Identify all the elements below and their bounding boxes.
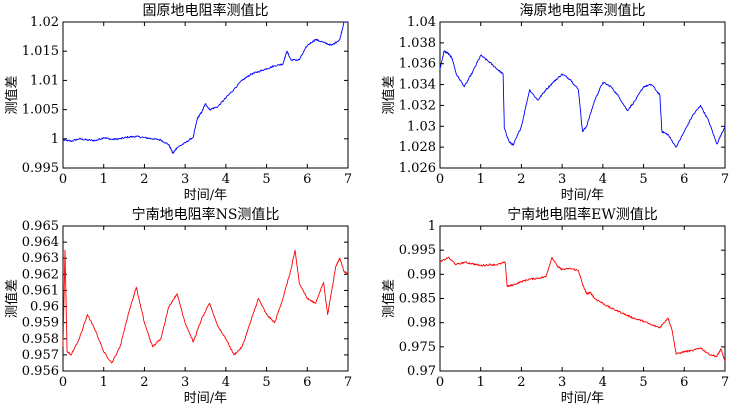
- x-tick-label: 0: [59, 375, 67, 390]
- x-tick-label: 6: [303, 375, 311, 390]
- chart-panel-4: 宁南地电阻率EW测值比 0 1 2 3 4 5 6 7 0.97 0.975 0.98 0.985 0.9…: [381, 206, 729, 406]
- y-tick-label: 1: [51, 132, 59, 147]
- y-axis-label: 测值差: [4, 279, 20, 318]
- chart-panel-2: 海原地电阻率测值比 0 1 2 3 4 5 6 7 1.026 1.028 1.03 1.032 1.03…: [381, 2, 729, 203]
- x-tick-label: 5: [639, 375, 647, 390]
- chart-panel-1: 固原地电阻率测值比 0 1 2 3 4 5 6 7 0.995 1 1.005 1.01 1.015 1.0…: [4, 2, 352, 203]
- axes-box: [62, 225, 349, 372]
- x-tick-label: 7: [344, 172, 352, 187]
- x-tick-label: 2: [140, 172, 148, 187]
- y-tick-label: 1.01: [30, 73, 59, 88]
- series-line: [62, 21, 349, 154]
- x-tick-label: 1: [100, 375, 108, 390]
- chart-title: 宁南地电阻率EW测值比: [507, 206, 658, 223]
- chart-title: 固原地电阻率测值比: [143, 2, 269, 19]
- series-line: [439, 256, 726, 362]
- x-tick-label: 7: [721, 172, 729, 187]
- y-axis-label: 测值差: [381, 279, 397, 318]
- x-tick-label: 6: [680, 375, 688, 390]
- y-tick-label: 1.03: [407, 119, 436, 134]
- series-line: [439, 50, 726, 148]
- x-tick-label: 0: [59, 172, 67, 187]
- y-tick-label: 1.036: [399, 57, 436, 72]
- y-tick-label: 0.965: [22, 219, 59, 234]
- axes-box: [439, 21, 726, 169]
- x-axis-label: 时间/年: [561, 188, 604, 203]
- y-tick-label: 0.995: [22, 161, 59, 176]
- x-tick-label: 5: [262, 172, 270, 187]
- x-tick-label: 2: [517, 172, 525, 187]
- axes-box: [62, 21, 349, 169]
- y-tick-label: 1.02: [30, 15, 59, 30]
- x-tick-label: 0: [436, 375, 444, 390]
- x-tick-label: 2: [140, 375, 148, 390]
- y-tick-label: 0.96: [30, 300, 59, 315]
- x-axis-label: 时间/年: [561, 391, 604, 406]
- y-tick-label: 0.97: [407, 364, 436, 379]
- x-tick-label: 7: [721, 375, 729, 390]
- series-line: [62, 249, 349, 364]
- x-tick-label: 1: [477, 172, 485, 187]
- x-tick-label: 0: [436, 172, 444, 187]
- x-tick-label: 2: [517, 375, 525, 390]
- y-tick-label: 0.956: [22, 364, 59, 379]
- y-tick-label: 0.99: [407, 267, 436, 282]
- x-tick-label: 3: [181, 375, 189, 390]
- chart-title: 海原地电阻率测值比: [520, 2, 646, 19]
- x-tick-label: 4: [222, 172, 230, 187]
- x-axis-label: 时间/年: [184, 188, 227, 203]
- x-tick-label: 4: [222, 375, 230, 390]
- x-tick-label: 5: [639, 172, 647, 187]
- y-tick-label: 0.959: [22, 316, 59, 331]
- x-axis-label: 时间/年: [184, 391, 227, 406]
- y-tick-label: 1.034: [399, 78, 436, 93]
- x-tick-label: 4: [599, 375, 607, 390]
- x-tick-label: 7: [344, 375, 352, 390]
- y-tick-label: 1.015: [22, 44, 59, 59]
- y-tick-label: 0.958: [22, 332, 59, 347]
- y-tick-label: 1.005: [22, 103, 59, 118]
- axes-box: [439, 225, 726, 372]
- x-tick-label: 3: [558, 375, 566, 390]
- y-axis-label: 测值差: [4, 75, 20, 114]
- chart-title: 宁南地电阻率NS测值比: [132, 206, 280, 223]
- y-tick-label: 1.038: [399, 36, 436, 51]
- y-tick-label: 0.985: [399, 292, 436, 307]
- y-tick-label: 0.964: [22, 235, 59, 250]
- y-tick-label: 1: [428, 219, 436, 234]
- y-tick-label: 0.995: [399, 243, 436, 258]
- y-tick-label: 0.962: [22, 267, 59, 282]
- y-axis-label: 测值差: [381, 75, 397, 114]
- x-tick-label: 6: [303, 172, 311, 187]
- y-tick-label: 0.961: [22, 283, 59, 298]
- x-tick-label: 3: [181, 172, 189, 187]
- y-tick-label: 1.028: [399, 140, 436, 155]
- x-tick-label: 1: [477, 375, 485, 390]
- y-tick-label: 0.963: [22, 251, 59, 266]
- x-tick-label: 4: [599, 172, 607, 187]
- y-tick-label: 1.026: [399, 161, 436, 176]
- x-tick-label: 5: [262, 375, 270, 390]
- x-tick-label: 1: [100, 172, 108, 187]
- y-tick-label: 1.032: [399, 98, 436, 113]
- y-tick-label: 0.98: [407, 316, 436, 331]
- y-tick-label: 0.957: [22, 348, 59, 363]
- y-tick-label: 1.04: [407, 15, 436, 30]
- y-tick-label: 0.975: [399, 340, 436, 355]
- x-tick-label: 3: [558, 172, 566, 187]
- x-tick-label: 6: [680, 172, 688, 187]
